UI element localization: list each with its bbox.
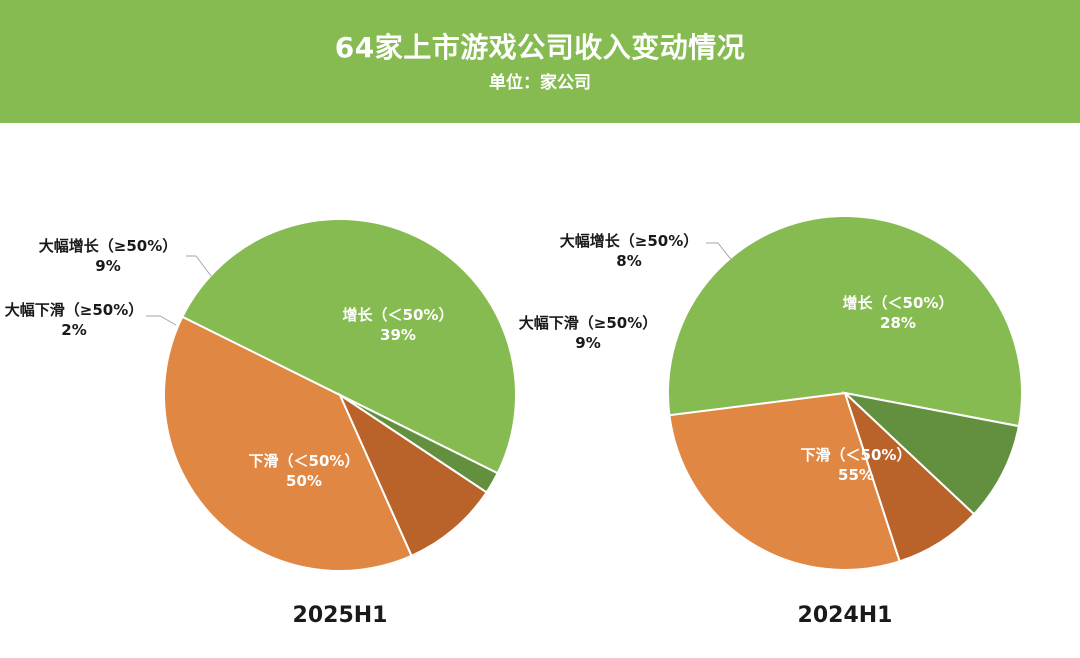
slice-percent: 50% bbox=[286, 472, 322, 490]
slice-percent: 9% bbox=[575, 334, 600, 352]
pie-chart-2024H1: 增长（＜50%） 28% 下滑（＜50%） 55% 大幅下滑（≥50%） 9% 大幅增长（≥… bbox=[519, 215, 1023, 628]
pie-slice bbox=[181, 218, 517, 475]
page-subtitle: 单位：家公司 bbox=[489, 73, 591, 93]
pie-slice bbox=[337, 392, 488, 558]
slice-label: 大幅增长（≥50%） bbox=[560, 232, 698, 250]
pie-chart-2025H1: 增长（＜50%） 39% 下滑（＜50%） 50% 大幅下滑（≥50%） 2% 大幅增长（≥… bbox=[5, 218, 517, 628]
slice-percent: 28% bbox=[880, 314, 916, 332]
slice-label: 下滑（＜50%） bbox=[249, 452, 360, 470]
slice-percent: 8% bbox=[616, 252, 641, 270]
slice-label: 增长（＜50%） bbox=[843, 294, 954, 312]
pie-slice bbox=[668, 391, 901, 571]
slice-percent: 9% bbox=[95, 257, 120, 275]
slice-label: 大幅增长（≥50%） bbox=[39, 237, 177, 255]
leader-line bbox=[706, 242, 734, 263]
pie-slice bbox=[841, 391, 1021, 516]
leader-line bbox=[186, 255, 212, 277]
slice-label: 大幅下滑（≥50%） bbox=[5, 301, 143, 319]
chart-title: 2024H1 bbox=[798, 603, 893, 628]
header-banner: 64家上市游戏公司收入变动情况 单位：家公司 bbox=[0, 0, 1080, 123]
pie-slice bbox=[666, 215, 1023, 428]
pie-slice bbox=[163, 315, 413, 572]
slice-percent: 39% bbox=[380, 326, 416, 344]
slice-percent: 2% bbox=[61, 321, 86, 339]
slice-percent: 55% bbox=[838, 466, 874, 484]
pie-slice bbox=[844, 392, 976, 563]
page-title: 64家上市游戏公司收入变动情况 bbox=[334, 31, 746, 64]
slice-label: 增长（＜50%） bbox=[343, 306, 454, 324]
leader-line bbox=[146, 315, 177, 326]
chart-title: 2025H1 bbox=[293, 603, 388, 628]
slice-label: 下滑（＜50%） bbox=[801, 446, 912, 464]
slice-label: 大幅下滑（≥50%） bbox=[519, 314, 657, 332]
